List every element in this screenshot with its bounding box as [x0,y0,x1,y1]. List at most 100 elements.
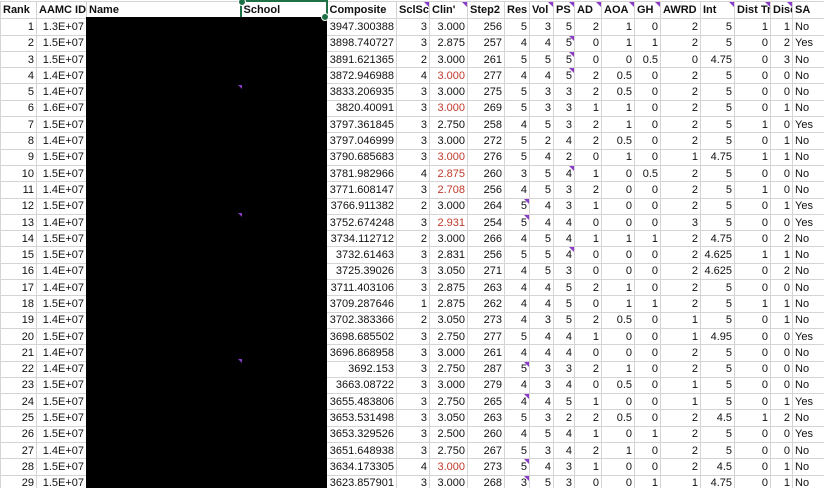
cell-step2[interactable]: 277 [467,67,505,85]
cell-aoa[interactable]: 1 [601,148,635,166]
cell-gh[interactable]: 0 [634,132,661,150]
cell-ad[interactable]: 0 [574,34,602,52]
cell-res[interactable]: 4 [504,116,530,134]
cell-gh[interactable]: 0 [634,409,661,427]
cell-aamc-id[interactable]: 1.5E+07 [36,230,87,248]
cell-res[interactable]: 4 [504,279,530,297]
cell-awrd[interactable]: 2 [660,99,701,118]
cell-int[interactable]: 5 [700,393,735,411]
cell-sclscr[interactable]: 3 [396,17,430,36]
cell-awrd[interactable]: 1 [660,148,701,166]
cell-int[interactable]: 5 [700,34,735,52]
cell-res[interactable]: 3 [504,164,530,183]
cell-dist-tr[interactable]: 0 [734,442,771,460]
cell-sa[interactable]: No [792,132,824,150]
cell-ad[interactable]: 0 [574,246,602,264]
cell-vol[interactable]: 5 [529,474,554,488]
cell-vol[interactable]: 5 [529,181,554,199]
column-header-ps[interactable]: PS [553,0,575,19]
cell-rank[interactable]: 11 [0,181,37,199]
cell-sclscr[interactable]: 3 [396,181,430,199]
cell-aamc-id[interactable]: 1.5E+07 [36,393,87,411]
column-header-ad[interactable]: AD [574,0,602,19]
cell-res[interactable]: 5 [504,458,530,476]
cell-dist-tr[interactable]: 0 [734,376,771,395]
cell-rank[interactable]: 19 [0,311,37,329]
cell-composite[interactable]: 3709.287646 [326,295,397,313]
cell-disc[interactable]: 0 [770,376,793,395]
cell-ad[interactable]: 2 [574,360,602,378]
cell-disc[interactable]: 0 [770,327,793,346]
cell-sclscr[interactable]: 3 [396,34,430,52]
cell-gh[interactable]: 1 [634,474,661,488]
column-header-name[interactable]: Name [86,0,241,19]
cell-res[interactable]: 4 [504,311,530,329]
cell-aamc-id[interactable]: 1.4E+07 [36,442,87,460]
cell-disc[interactable]: 3 [770,50,793,69]
cell-awrd[interactable]: 2 [660,442,701,460]
cell-composite[interactable]: 3725.39026 [326,262,397,281]
cell-sa[interactable]: No [792,50,824,69]
cell-composite[interactable]: 3655.483806 [326,393,397,411]
cell-gh[interactable]: 0 [634,181,661,199]
cell-sa[interactable]: No [792,442,824,460]
cell-rank[interactable]: 5 [0,83,37,101]
cell-sclscr[interactable]: 3 [396,148,430,166]
cell-aoa[interactable]: 0.5 [601,83,635,101]
cell-vol[interactable]: 5 [529,425,554,444]
cell-ps[interactable]: 3 [553,360,575,378]
cell-vol[interactable]: 2 [529,132,554,150]
cell-step2[interactable]: 254 [467,213,505,232]
cell-vol[interactable]: 5 [529,50,554,69]
cell-disc[interactable]: 2 [770,34,793,52]
cell-sa[interactable]: Yes [792,393,824,411]
cell-res[interactable]: 4 [504,393,530,411]
column-header-step2[interactable]: Step2 [467,0,505,19]
cell-dist-tr[interactable]: 1 [734,246,771,264]
cell-clin[interactable]: 2.750 [429,116,468,134]
cell-awrd[interactable]: 2 [660,116,701,134]
cell-rank[interactable]: 4 [0,67,37,85]
cell-aamc-id[interactable]: 1.5E+07 [36,50,87,69]
selection-handle-left[interactable] [238,0,246,6]
cell-sa[interactable]: No [792,360,824,378]
cell-aamc-id[interactable]: 1.5E+07 [36,197,87,215]
cell-sa[interactable]: Yes [792,425,824,444]
cell-int[interactable]: 5 [700,213,735,232]
cell-step2[interactable]: 256 [467,246,505,264]
cell-clin[interactable]: 3.000 [429,99,468,118]
cell-gh[interactable]: 0 [634,116,661,134]
cell-composite[interactable]: 3623.857901 [326,474,397,488]
cell-rank[interactable]: 24 [0,393,37,411]
cell-disc[interactable]: 0 [770,164,793,183]
cell-ps[interactable]: 4 [553,164,575,183]
cell-aamc-id[interactable]: 1.5E+07 [36,327,87,346]
cell-res[interactable]: 4 [504,67,530,85]
cell-awrd[interactable]: 3 [660,213,701,232]
cell-int[interactable]: 5 [700,17,735,36]
cell-dist-tr[interactable]: 0 [734,262,771,281]
cell-ps[interactable]: 3 [553,83,575,101]
cell-sa[interactable]: Yes [792,116,824,134]
cell-clin[interactable]: 3.000 [429,197,468,215]
cell-clin[interactable]: 2.750 [429,360,468,378]
cell-composite[interactable]: 3891.621365 [326,50,397,69]
cell-aamc-id[interactable]: 1.5E+07 [36,474,87,488]
cell-composite[interactable]: 3752.674248 [326,213,397,232]
cell-res[interactable]: 4 [504,425,530,444]
cell-clin[interactable]: 2.500 [429,425,468,444]
cell-ad[interactable]: 2 [574,442,602,460]
cell-disc[interactable]: 1 [770,393,793,411]
cell-vol[interactable]: 4 [529,344,554,362]
cell-sa[interactable]: No [792,230,824,248]
cell-int[interactable]: 5 [700,442,735,460]
cell-clin[interactable]: 2.875 [429,279,468,297]
cell-gh[interactable]: 0 [634,262,661,281]
cell-step2[interactable]: 256 [467,17,505,36]
column-header-sclscr[interactable]: SclScr [396,0,430,19]
cell-aamc-id[interactable]: 1.4E+07 [36,181,87,199]
column-header-clin[interactable]: Clin' [429,0,468,19]
cell-vol[interactable]: 4 [529,279,554,297]
cell-clin[interactable]: 3.000 [429,230,468,248]
cell-awrd[interactable]: 2 [660,246,701,264]
